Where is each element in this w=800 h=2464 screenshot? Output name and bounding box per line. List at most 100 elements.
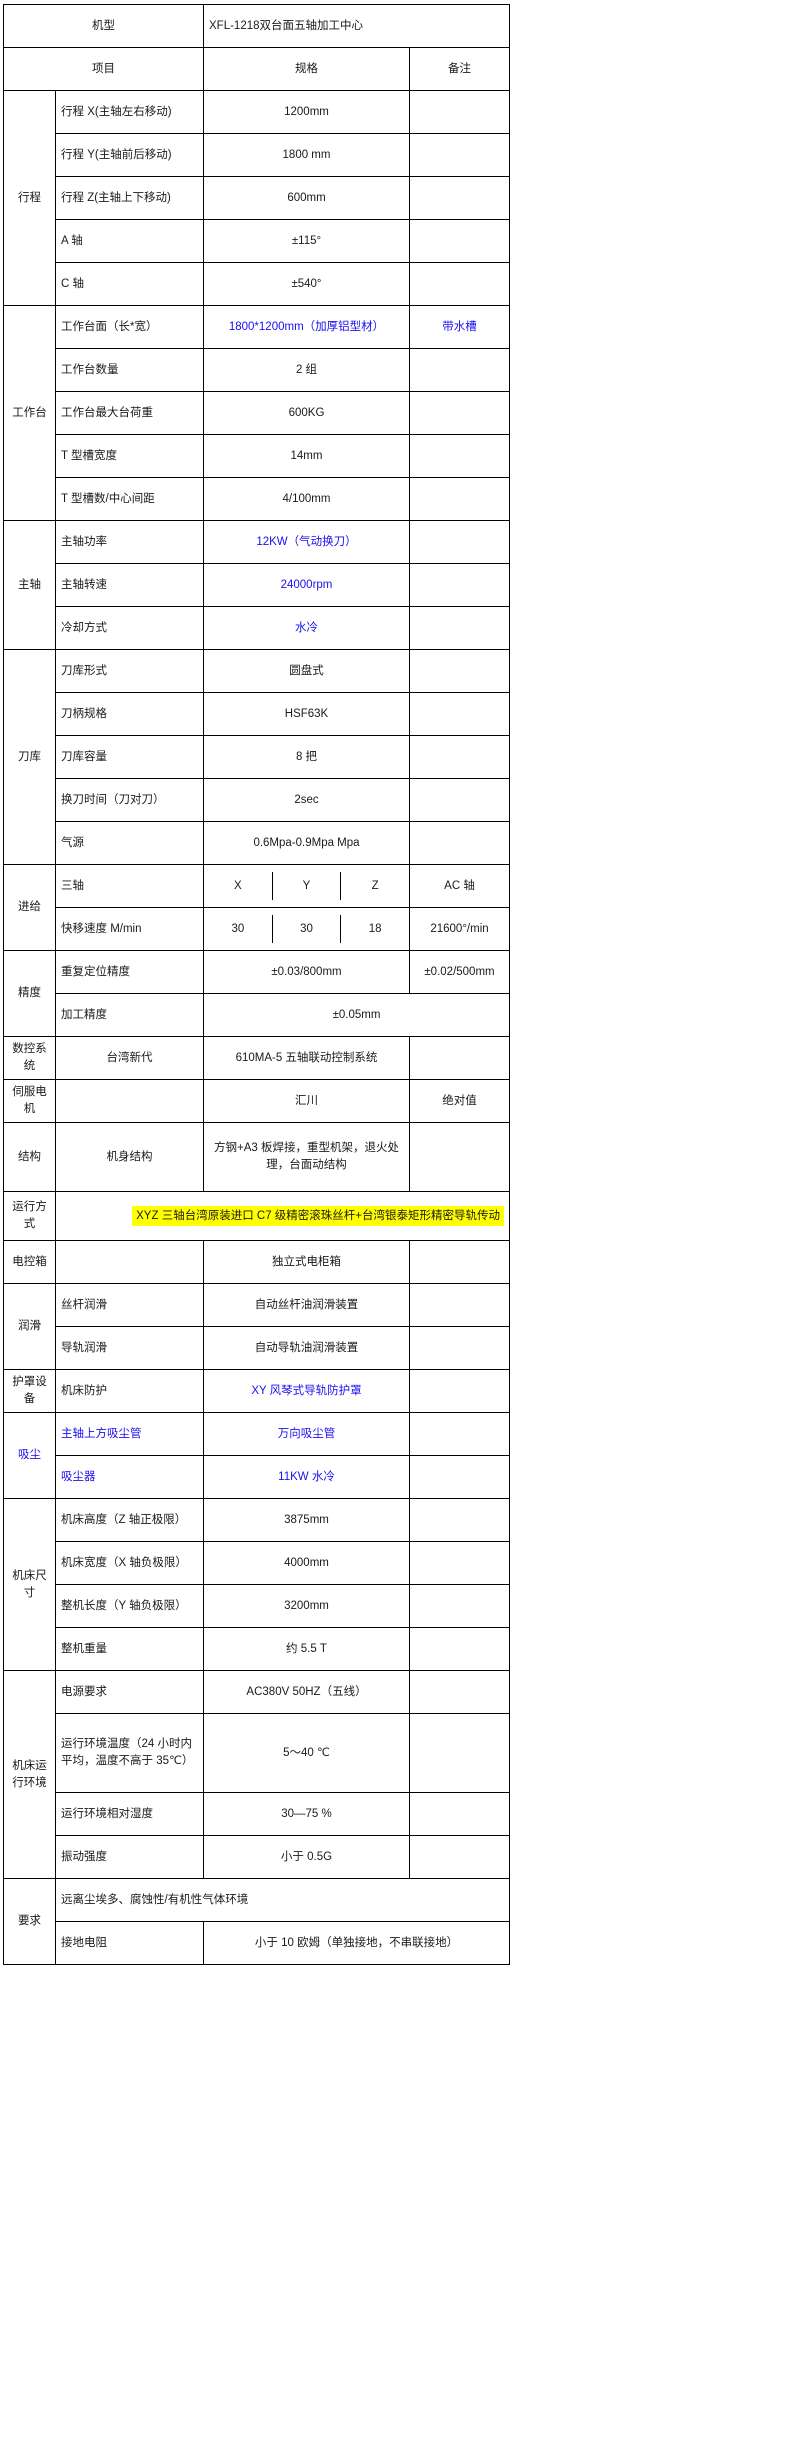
single-row-item <box>55 1079 204 1123</box>
row-item: 刀库容量 <box>55 735 204 779</box>
environment-spec: 小于 0.5G <box>203 1835 410 1879</box>
environment-note <box>408 1835 511 1879</box>
dimension-row: 机床宽度（X 轴负极限） 4000mm <box>4 1541 511 1585</box>
lubrication-spec: 自动导轨油润滑装置 <box>203 1326 410 1370</box>
row-item: C 轴 <box>55 262 204 306</box>
environment-spec: 30—75 % <box>203 1792 410 1836</box>
lubrication-item: 丝杆润滑 <box>55 1283 204 1327</box>
dust-row: 吸尘 主轴上方吸尘管 万向吸尘管 <box>3 1412 511 1499</box>
environment-item: 运行环境温度（24 小时内平均，温度不高于 35℃） <box>55 1713 204 1793</box>
single-row: 伺服电机 汇川 绝对值 <box>3 1079 511 1123</box>
row-note <box>408 348 511 392</box>
table-row: C 轴 ±540° <box>4 262 511 306</box>
guard-row: 护罩设备 机床防护 XY 风琴式导轨防护罩 <box>3 1369 511 1413</box>
group-label-environment: 机床运行环境 <box>3 1670 56 1879</box>
dimension-item: 整机长度（Y 轴负极限） <box>55 1584 204 1628</box>
row-note <box>408 219 511 263</box>
dust-spec: 万向吸尘管 <box>203 1412 410 1456</box>
environment-row: 机床运行环境 电源要求 AC380V 50HZ（五线） <box>3 1670 511 1879</box>
table-row: 工作台 工作台面（长*宽） 1800*1200mm（加厚铝型材） 带水槽 <box>3 305 511 521</box>
feed-axis-z: Z <box>371 879 379 892</box>
row-item: 主轴转速 <box>55 563 204 607</box>
row-item: 主轴功率 <box>55 520 204 564</box>
row-note <box>408 434 511 478</box>
row-item: 工作台数量 <box>55 348 204 392</box>
group-label-1: 工作台 <box>3 305 56 521</box>
dimension-spec: 3875mm <box>203 1498 410 1542</box>
row-spec: 12KW（气动换刀） <box>203 520 410 564</box>
feed-axis-x: X <box>204 871 273 901</box>
row-item: 工作台面（长*宽） <box>55 305 204 349</box>
group-label-guard: 护罩设备 <box>3 1369 56 1413</box>
row-spec: ±115° <box>203 219 410 263</box>
row-spec: 1800 mm <box>203 133 410 177</box>
model-label: 机型 <box>3 4 204 48</box>
table-row: 行程 行程 X(主轴左右移动) 1200mm <box>3 90 511 306</box>
environment-item: 运行环境相对湿度 <box>55 1792 204 1836</box>
table-row: 行程 Y(主轴前后移动) 1800 mm <box>4 133 511 177</box>
operation-highlight: XYZ 三轴台湾原装进口 C7 级精密滚珠丝杆+台湾银泰矩形精密导轨传动 <box>54 1191 511 1241</box>
row-spec: 水冷 <box>203 606 410 650</box>
requirements-item: 接地电阻 <box>55 1921 204 1965</box>
row-spec: 0.6Mpa-0.9Mpa Mpa <box>203 821 410 865</box>
header-item: 项目 <box>3 47 204 91</box>
dimension-item: 整机重量 <box>55 1627 204 1671</box>
row-note <box>408 606 511 650</box>
row-spec: HSF63K <box>203 692 410 736</box>
group-label-operation: 运行方式 <box>3 1191 56 1241</box>
group-label-0: 行程 <box>3 90 56 306</box>
lubrication-note <box>408 1283 511 1327</box>
feed-axis-row: 进给 三轴 X Y Z AC 轴 <box>3 864 511 951</box>
lubrication-spec: 自动丝杆油润滑装置 <box>203 1283 410 1327</box>
row-note <box>408 262 511 306</box>
row-note <box>408 90 511 134</box>
row-item: T 型槽宽度 <box>55 434 204 478</box>
lubrication-item: 导轨润滑 <box>55 1326 204 1370</box>
accuracy-note: ±0.02/500mm <box>408 950 511 994</box>
accuracy-spec: ±0.03/800mm <box>203 950 410 994</box>
table-row: 工作台数量 2 组 <box>4 348 511 392</box>
specification-table: 机型 XFL-1218双台面五轴加工中心 项目 规格 备注 行程 行程 X(主轴左右移动) 1… <box>3 4 511 1965</box>
row-item: 行程 Y(主轴前后移动) <box>55 133 204 177</box>
dust-row: 吸尘器 11KW 水冷 <box>4 1455 511 1499</box>
table-row: T 型槽宽度 14mm <box>4 434 511 478</box>
requirements-full-text: 远离尘埃多、腐蚀性/有机性气体环境 <box>54 1878 511 1922</box>
row-spec: 8 把 <box>203 735 410 779</box>
row-note <box>408 735 511 779</box>
accuracy-item: 加工精度 <box>55 993 204 1037</box>
row-spec: 1800*1200mm（加厚铝型材） <box>203 305 410 349</box>
header-spec: 规格 <box>203 47 410 91</box>
dimension-note <box>408 1627 511 1671</box>
environment-row: 振动强度 小于 0.5G <box>4 1835 511 1879</box>
guard-note <box>408 1369 511 1413</box>
row-note <box>408 477 511 521</box>
environment-item: 振动强度 <box>55 1835 204 1879</box>
group-label-cabinet: 电控箱 <box>3 1240 56 1284</box>
requirements-full-row: 要求 远离尘埃多、腐蚀性/有机性气体环境 <box>3 1878 511 1965</box>
row-item: 刀库形式 <box>55 649 204 693</box>
accuracy-row: 加工精度 ±0.05mm <box>4 993 511 1037</box>
accuracy-row: 精度 重复定位精度 ±0.03/800mm ±0.02/500mm <box>3 950 511 1037</box>
structure-item: 机身结构 <box>55 1122 204 1192</box>
header-note: 备注 <box>408 47 511 91</box>
row-note <box>408 133 511 177</box>
table-row: 刀库容量 8 把 <box>4 735 511 779</box>
row-note <box>408 176 511 220</box>
environment-row: 运行环境温度（24 小时内平均，温度不高于 35℃） 5～40 ℃ <box>4 1713 511 1793</box>
dust-item: 主轴上方吸尘管 <box>55 1412 204 1456</box>
row-spec: 4/100mm <box>203 477 410 521</box>
feed-axis-item: 三轴 <box>55 864 204 908</box>
row-spec: ±540° <box>203 262 410 306</box>
single-row: 数控系统 台湾新代 610MA-5 五轴联动控制系统 <box>3 1036 511 1080</box>
table-body: 机型 XFL-1218双台面五轴加工中心 项目 规格 备注 行程 行程 X(主轴左右移动) 1… <box>3 4 511 1965</box>
structure-row: 结构 机身结构 方钢+A3 板焊接，重型机架，退火处理，台面动结构 <box>3 1122 511 1192</box>
environment-spec: 5～40 ℃ <box>203 1713 410 1793</box>
group-label-3: 刀库 <box>3 649 56 865</box>
row-item: 冷却方式 <box>55 606 204 650</box>
cabinet-note <box>408 1240 511 1284</box>
row-spec: 14mm <box>203 434 410 478</box>
cabinet-item <box>55 1240 204 1284</box>
row-spec: 600mm <box>203 176 410 220</box>
row-item: 换刀时间（刀对刀） <box>55 778 204 822</box>
